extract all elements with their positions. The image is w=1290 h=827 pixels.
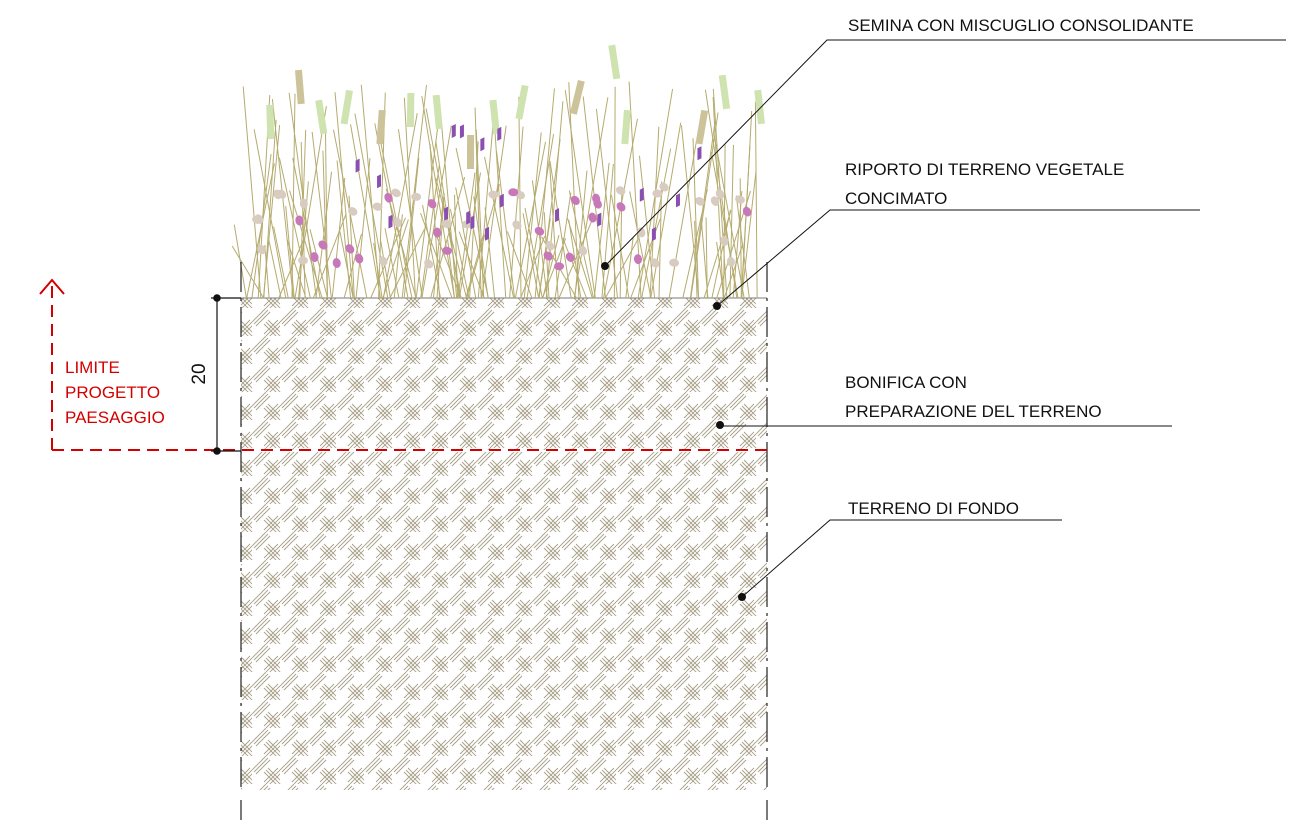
limit-line	[51, 284, 767, 451]
limit-label-line3: PAESAGGIO	[65, 408, 165, 427]
label-subsoil: TERRENO DI FONDO	[848, 499, 1019, 518]
label-topsoil-line2: CONCIMATO	[845, 189, 948, 208]
label-reclamation-line1: BONIFICA CON	[845, 373, 967, 392]
grass-vegetation	[231, 44, 765, 299]
limit-arrow-head	[39, 278, 65, 295]
label-topsoil-line1: RIPORTO DI TERRENO VEGETALE	[845, 160, 1125, 179]
dimension-value: 20	[189, 363, 210, 385]
subsoil-layer	[241, 452, 767, 790]
limit-label-line1: LIMITE	[65, 358, 120, 377]
dimension-line	[211, 294, 241, 455]
section-boundaries	[240, 262, 768, 790]
leader-lines	[601, 39, 1286, 601]
label-reclamation-line2: PREPARAZIONE DEL TERRENO	[845, 402, 1102, 421]
limit-label-line2: PROGETTO	[65, 383, 161, 402]
reclamation-layer	[241, 298, 767, 450]
label-seeding: SEMINA CON MISCUGLIO CONSOLIDANTE	[848, 16, 1194, 35]
